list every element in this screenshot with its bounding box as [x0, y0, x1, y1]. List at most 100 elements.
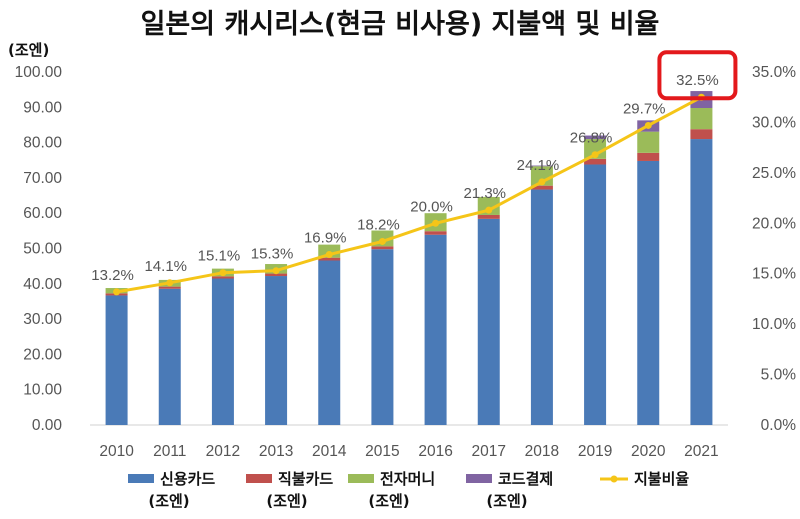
x-tick-label: 2011: [153, 443, 186, 460]
bar-segment-credit-card: [637, 160, 660, 425]
y-left-tick-label: 30.00: [23, 311, 62, 328]
y-left-tick-label: 20.00: [23, 346, 62, 363]
y-left-tick-label: 10.00: [23, 382, 62, 399]
y-right-tick-label: 25.0%: [752, 165, 796, 182]
ratio-data-label: 15.3%: [251, 246, 294, 263]
ratio-data-label: 16.9%: [304, 230, 347, 247]
y-right-tick-label: 20.0%: [752, 215, 796, 232]
bar-segment-debit-card: [211, 276, 234, 279]
bar-segment-credit-card: [477, 218, 500, 425]
bar-segment-debit-card: [158, 286, 181, 289]
bar-segment-e-money: [690, 108, 713, 130]
bar-segment-credit-card: [584, 164, 607, 425]
y-right-tick-label: 15.0%: [752, 266, 796, 283]
y-right-tick-label: 30.0%: [752, 114, 796, 131]
bar-segment-credit-card: [318, 260, 341, 425]
bar-segment-code-payment: [530, 165, 553, 167]
legend: 신용카드 (조엔) 직불카드 (조엔) 전자머니 (조엔) 코드결제 (조엔) 지불비율: [128, 470, 689, 510]
x-tick-label: 2014: [312, 443, 347, 460]
bar-segment-debit-card: [265, 273, 288, 277]
x-axis-ticks: 2010 2011 2012 2013 2014 2015 2016 2017 2018 2019…: [99, 443, 718, 460]
ratio-point: [325, 251, 333, 259]
y-left-tick-label: 40.00: [23, 276, 62, 293]
legend-label: 신용카드: [160, 470, 215, 488]
ratio-point: [538, 178, 546, 186]
x-tick-label: 2021: [684, 443, 718, 460]
y-left-tick-label: 90.00: [23, 99, 62, 116]
bar-segment-debit-card: [530, 185, 553, 190]
bar-segment-debit-card: [584, 158, 607, 165]
bar-segment-debit-card: [690, 129, 713, 140]
right-axis-ticks: 0.0% 5.0% 10.0% 15.0% 20.0% 25.0% 30.0% 35.0%: [752, 64, 796, 434]
y-left-tick-label: 0.00: [32, 417, 63, 434]
legend-unit: (조엔): [266, 492, 307, 510]
x-tick-label: 2017: [472, 443, 506, 460]
bar-segment-debit-card: [637, 152, 660, 161]
ratio-data-label: 18.2%: [357, 216, 400, 233]
ratio-point: [432, 219, 440, 227]
ratio-data-label: 26.8%: [570, 130, 613, 147]
y-right-tick-label: 5.0%: [761, 367, 797, 384]
ratio-point: [644, 121, 652, 129]
x-tick-label: 2019: [578, 443, 612, 460]
ratio-point: [219, 269, 227, 277]
highlight-box: [657, 50, 738, 101]
bar-segment-debit-card: [477, 214, 500, 219]
ratio-data-labels: 13.2% 14.1% 15.1% 15.3% 16.9% 18.2% 20.0% 21.3%…: [91, 72, 718, 284]
ratio-data-label: 21.3%: [463, 185, 506, 202]
bar-segment-credit-card: [690, 139, 713, 425]
bar-segment-e-money: [637, 131, 660, 153]
bar-segment-debit-card: [371, 246, 394, 250]
ratio-data-label: 32.5%: [676, 72, 719, 89]
y-left-tick-label: 50.00: [23, 241, 62, 258]
ratio-data-label: 29.7%: [623, 100, 666, 117]
bar-segment-credit-card: [211, 278, 234, 425]
ratio-point: [485, 206, 493, 214]
bar-segment-debit-card: [318, 257, 341, 261]
bar-segment-credit-card: [265, 276, 288, 425]
x-tick-label: 2020: [631, 443, 666, 460]
x-tick-label: 2018: [525, 443, 559, 460]
ratio-point: [113, 288, 121, 296]
x-tick-label: 2016: [418, 443, 452, 460]
y-right-tick-label: 10.0%: [752, 316, 796, 333]
x-tick-label: 2013: [259, 443, 293, 460]
y-right-tick-label: 0.0%: [761, 417, 797, 434]
y-right-tick-label: 35.0%: [752, 64, 796, 81]
x-tick-label: 2015: [365, 443, 399, 460]
bar-segment-code-payment: [584, 135, 607, 140]
y-left-tick-label: 80.00: [23, 135, 62, 152]
bar-segment-credit-card: [424, 234, 447, 425]
bar-segment-e-money: [584, 139, 607, 159]
ratio-line: [116, 95, 703, 294]
y-left-tick-label: 60.00: [23, 205, 62, 222]
ratio-data-label: 13.2%: [91, 267, 134, 284]
bar-segment-credit-card: [158, 288, 181, 425]
ratio-point: [166, 279, 174, 287]
ratio-data-label: 20.0%: [410, 198, 453, 215]
legend-line-marker: [610, 475, 618, 483]
bar-segment-debit-card: [424, 231, 447, 235]
legend-swatch: [466, 474, 492, 483]
legend-label: 지불비율: [634, 470, 689, 488]
y-left-tick-label: 70.00: [23, 170, 62, 187]
legend-unit: (조엔): [148, 492, 189, 510]
bar-segment-credit-card: [371, 249, 394, 425]
ratio-point: [591, 151, 599, 159]
chart-title: 일본의 캐시리스(현금 비사용) 지불액 및 비율: [141, 9, 660, 40]
legend-label: 직불카드: [278, 470, 333, 488]
ratio-point: [378, 237, 386, 245]
ratio-data-label: 24.1%: [517, 157, 560, 174]
left-axis-ticks: 0.00 10.00 20.00 30.00 40.00 50.00 60.00 70.00 8…: [15, 64, 63, 434]
left-axis-unit: (조엔): [8, 41, 49, 59]
legend-unit: (조엔): [368, 492, 409, 510]
legend-swatch: [128, 474, 154, 483]
legend-unit: (조엔): [486, 492, 527, 510]
legend-label: 코드결제: [498, 470, 553, 488]
legend-label: 전자머니: [380, 470, 435, 488]
ratio-data-label: 14.1%: [144, 258, 187, 275]
bar-segment-credit-card: [105, 295, 128, 425]
ratio-line-layer: [113, 93, 705, 296]
bar-segment-e-money: [530, 166, 553, 186]
y-left-tick-label: 100.00: [15, 64, 63, 81]
